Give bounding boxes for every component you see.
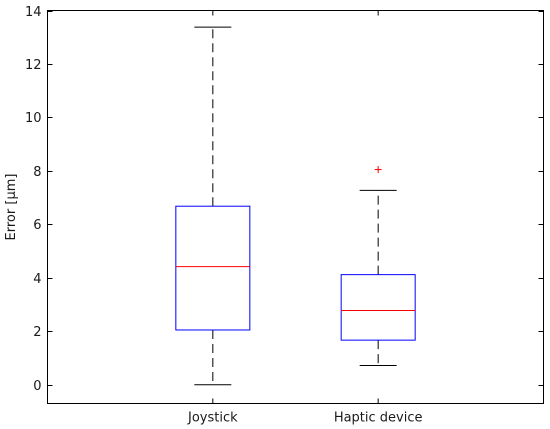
y-tick-label: 6 bbox=[33, 218, 41, 233]
y-axis-label: Error [µm] bbox=[4, 174, 19, 241]
x-tick-label: Joystick bbox=[187, 411, 238, 426]
y-tick-label: 4 bbox=[33, 272, 41, 287]
box-iqr bbox=[340, 274, 416, 341]
y-tick-label: 10 bbox=[25, 111, 42, 126]
y-tick-label: 12 bbox=[25, 58, 42, 73]
y-tick-label: 14 bbox=[25, 5, 42, 20]
box-iqr bbox=[175, 205, 251, 331]
box-series bbox=[175, 26, 416, 386]
x-axis: Joystick Haptic device bbox=[187, 10, 423, 426]
outlier-point bbox=[374, 166, 382, 174]
y-tick-label: 0 bbox=[33, 379, 41, 394]
plot-area bbox=[47, 10, 544, 404]
y-tick-label: 2 bbox=[33, 325, 41, 340]
y-axis: 0 2 4 6 8 10 12 14 bbox=[25, 5, 544, 394]
x-tick-label: Haptic device bbox=[334, 411, 423, 426]
y-tick-label: 8 bbox=[33, 165, 41, 180]
